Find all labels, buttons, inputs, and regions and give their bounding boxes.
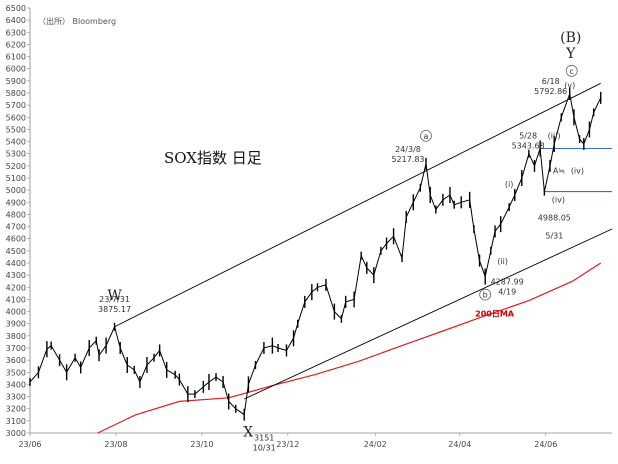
a-value-line1: 24/3/8 (395, 145, 421, 154)
y-tick-label: 5600 (6, 113, 26, 122)
y-tick-label: 3700 (6, 344, 26, 353)
wave-label-iv-lower: (iv) (552, 196, 565, 205)
wave-circle-b (479, 288, 492, 301)
wave-label-a: a (424, 132, 429, 141)
b-value-line1: 4287.99 (491, 278, 524, 287)
y-tick-label: 6100 (6, 53, 26, 62)
iii-value-line1: 5/28 (519, 131, 537, 140)
y-tick-label: 5100 (6, 174, 26, 183)
channel-lower-line (244, 228, 613, 400)
iv-value-line2: 5/31 (545, 232, 563, 241)
y-tick-label: 5300 (6, 150, 26, 159)
wave-circle-c (565, 64, 578, 77)
y-tick-label: 3600 (6, 356, 26, 365)
wave-label-c: c (570, 67, 574, 76)
iv-value-line1: 4988.05 (538, 214, 571, 223)
y-tick-label: 3000 (6, 429, 26, 438)
y-tick-label: 6200 (6, 40, 26, 49)
y-tick-label: 6300 (6, 28, 26, 37)
x-tick-label: 24/02 (364, 440, 387, 449)
y-tick-label: 6000 (6, 65, 26, 74)
y-tick-label: 3800 (6, 332, 26, 341)
y-tick-label: 3500 (6, 368, 26, 377)
ma-label: 200日MA (475, 309, 515, 318)
y-tick-label: 5000 (6, 186, 26, 195)
channel-upper-line (114, 82, 601, 328)
x-tick-label: 23/06 (18, 440, 41, 449)
y-tick-label: 4300 (6, 271, 26, 280)
y-tick-label: 3400 (6, 380, 26, 389)
w-value-line2: 3875.17 (98, 305, 131, 314)
x-tick-label: 24/06 (534, 440, 557, 449)
y-tick-label: 5500 (6, 125, 26, 134)
y-tick-label: 6400 (6, 16, 26, 25)
y-tick-label: 3200 (6, 405, 26, 414)
wave-label-X: X (243, 425, 253, 441)
wave-label-v: (v) (564, 81, 575, 90)
b-value-line2: 4/19 (498, 288, 516, 297)
x-value-line1: 3151 (254, 434, 274, 443)
y-tick-label: 3300 (6, 393, 26, 402)
y-tick-label: 4200 (6, 283, 26, 292)
wave-label-Y: Y (565, 46, 576, 62)
wave-label-iii: (iii) (548, 131, 561, 140)
c-value-line1: 6/18 (542, 77, 560, 86)
c-value-line2: 5792.86 (534, 87, 567, 96)
y-tick-label: 4700 (6, 223, 26, 232)
y-tick-label: 3900 (6, 320, 26, 329)
a-value-line2: 5217.83 (391, 155, 424, 164)
x-tick-label: 24/04 (448, 440, 471, 449)
wave-label-W: W (107, 288, 122, 304)
y-tick-label: 4800 (6, 210, 26, 219)
wave-label-i: (i) (505, 180, 513, 189)
y-tick-label: 4900 (6, 198, 26, 207)
y-tick-label: 6500 (6, 4, 26, 13)
iii-value-line2: 5343.68 (512, 141, 545, 150)
y-tick-label: 5400 (6, 138, 26, 147)
wave-label-b: b (483, 291, 488, 300)
y-tick-label: 3100 (6, 417, 26, 426)
y-tick-label: 4500 (6, 247, 26, 256)
x-tick-label: 23/12 (276, 440, 299, 449)
x-value-line2: 10/31 (253, 444, 276, 453)
wave-label-B: (B) (560, 30, 581, 46)
wave-label-ii: (ii) (497, 257, 508, 266)
y-tick-label: 5800 (6, 89, 26, 98)
y-tick-label: 5700 (6, 101, 26, 110)
y-tick-label: 4100 (6, 295, 26, 304)
y-tick-label: 4000 (6, 308, 26, 317)
y-tick-label: 5200 (6, 162, 26, 171)
wave-label-iv-box: (iv) (571, 167, 584, 176)
y-tick-label: 4600 (6, 235, 26, 244)
y-tick-label: 4400 (6, 259, 26, 268)
x-tick-label: 23/08 (104, 440, 127, 449)
chart-title: SOX指数 日足 (164, 149, 262, 167)
ma-200-line (97, 262, 602, 434)
x-tick-label: 23/10 (190, 440, 213, 449)
w-value-line1: 23/7/31 (99, 295, 130, 304)
source-label: （出所） Bloomberg (38, 16, 116, 26)
series-group (29, 82, 613, 434)
y-tick-label: 5900 (6, 77, 26, 86)
axes: 3000 3100 3200 3300 3400 3500 3600 3700 3800 3900… (6, 4, 612, 449)
wave-label-A: A≒ (553, 167, 565, 176)
wave-circle-a (420, 129, 432, 142)
